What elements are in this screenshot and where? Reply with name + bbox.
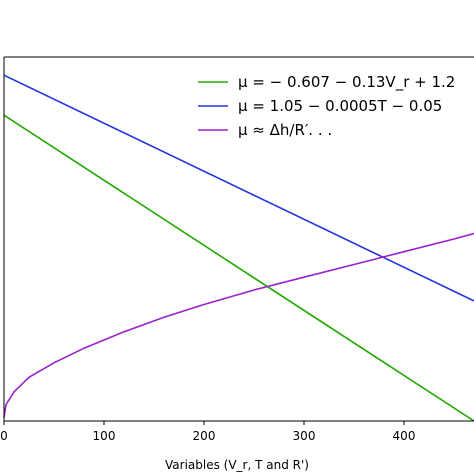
x-tick-label: 0 <box>0 429 8 443</box>
series-layer <box>3 74 474 422</box>
axes-layer: 0 100 200 300 400 <box>0 56 474 443</box>
legend: μ = − 0.607 − 0.13V_r + 1.2 μ = 1.05 − 0.… <box>198 73 455 139</box>
legend-label-3: μ ≈ Δh/R′. . . <box>238 121 332 139</box>
series-line-3 <box>3 232 474 418</box>
x-tick-label: 400 <box>393 429 416 443</box>
legend-label-1: μ = − 0.607 − 0.13V_r + 1.2 <box>238 73 455 92</box>
series-line-2 <box>3 74 474 302</box>
x-tick-label: 200 <box>193 429 216 443</box>
series-line-1 <box>3 114 474 422</box>
x-tick-label: 100 <box>93 429 116 443</box>
x-tick-label: 300 <box>293 429 316 443</box>
x-axis-label: Variables (V_r, T and R') <box>165 458 309 472</box>
legend-label-2: μ = 1.05 − 0.0005T − 0.05 <box>238 97 442 115</box>
